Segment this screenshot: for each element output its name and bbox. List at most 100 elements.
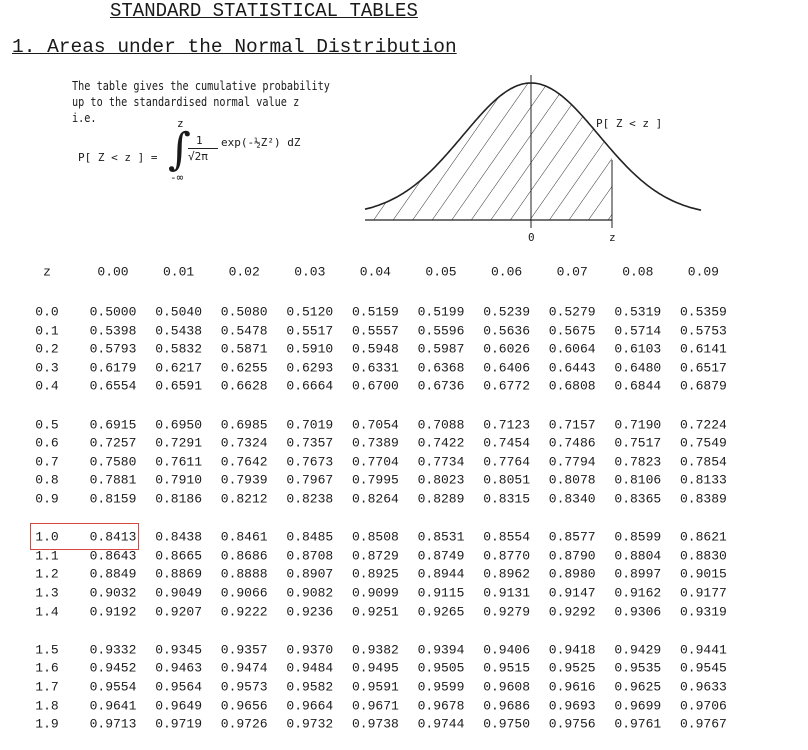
probability: 0.9177 <box>679 585 727 601</box>
probability: 0.8770 <box>483 548 530 564</box>
probability: 0.9394 <box>417 642 465 658</box>
probability: 0.5714 <box>614 323 662 339</box>
column-header: 0.06 <box>490 264 523 280</box>
probability: 0.7389 <box>351 435 399 451</box>
probability: 0.6517 <box>679 360 727 376</box>
probability: 0.9744 <box>417 716 465 732</box>
probability: 0.5636 <box>483 323 530 339</box>
probability: 0.5080 <box>220 304 268 320</box>
upper-limit: z <box>177 117 184 130</box>
probability: 0.8413 <box>89 529 137 545</box>
probability: 0.7854 <box>679 454 727 470</box>
probability: 0.9429 <box>614 642 662 658</box>
z-value: 0.6 <box>35 435 59 451</box>
z-value: 1.1 <box>35 548 59 564</box>
probability: 0.9306 <box>614 604 662 620</box>
probability: 0.7054 <box>351 417 399 433</box>
z-value: 1.4 <box>35 604 59 620</box>
probability: 0.8186 <box>155 491 202 507</box>
z-value: 1.3 <box>35 585 59 601</box>
description-line: The table gives the cumulative probabili… <box>72 79 330 93</box>
probability: 0.9032 <box>89 585 137 601</box>
probability: 0.9222 <box>220 604 268 620</box>
probability: 0.7324 <box>220 435 268 451</box>
probability: 0.8888 <box>220 566 268 582</box>
column-header: 0.01 <box>162 264 195 280</box>
probability: 0.9649 <box>155 698 202 714</box>
probability: 0.5199 <box>417 304 465 320</box>
probability: 0.9345 <box>155 642 202 658</box>
column-header: 0.09 <box>687 264 719 280</box>
probability: 0.9726 <box>220 716 268 732</box>
page-title: STANDARD STATISTICAL TABLES <box>110 0 418 22</box>
probability: 0.8106 <box>614 472 662 488</box>
z-value: 1.7 <box>35 679 59 695</box>
probability: 0.9332 <box>89 642 137 658</box>
probability: 0.8790 <box>548 548 596 564</box>
probability: 0.5948 <box>351 341 399 357</box>
probability: 0.7422 <box>417 435 465 451</box>
z-value: 0.1 <box>35 323 59 339</box>
column-header: 0.03 <box>294 264 326 280</box>
probability: 0.7881 <box>89 472 137 488</box>
probability: 0.9664 <box>286 698 334 714</box>
z-value: 0.0 <box>35 304 59 320</box>
probability: 0.8665 <box>155 548 202 564</box>
probability: 0.7224 <box>679 417 727 433</box>
lower-limit: -∞ <box>170 171 184 184</box>
probability: 0.9750 <box>483 716 530 732</box>
z-value: 1.9 <box>35 716 59 732</box>
probability: 0.5675 <box>548 323 596 339</box>
probability: 0.9495 <box>351 660 399 676</box>
probability: 0.9535 <box>614 660 662 676</box>
column-header: 0.08 <box>622 264 654 280</box>
probability: 0.6879 <box>679 378 727 394</box>
probability: 0.7823 <box>614 454 662 470</box>
probability: 0.9732 <box>286 716 334 732</box>
probability: 0.6985 <box>220 417 268 433</box>
probability: 0.8531 <box>417 529 465 545</box>
probability: 0.8365 <box>614 491 662 507</box>
probability: 0.8944 <box>417 566 465 582</box>
probability: 0.5910 <box>286 341 334 357</box>
section-title: 1. Areas under the Normal Distribution <box>12 36 457 58</box>
numerator: 1 <box>196 134 203 147</box>
z-value: 0.2 <box>35 341 59 357</box>
probability: 0.9484 <box>286 660 334 676</box>
probability: 0.8485 <box>286 529 334 545</box>
probability: 0.5398 <box>89 323 137 339</box>
probability: 0.8264 <box>351 491 399 507</box>
z-value: 1.6 <box>35 660 59 676</box>
probability: 0.9463 <box>155 660 202 676</box>
probability: 0.9573 <box>220 679 268 695</box>
probability: 0.6628 <box>220 378 268 394</box>
probability: 0.7291 <box>155 435 202 451</box>
probability: 0.6368 <box>417 360 465 376</box>
probability: 0.6331 <box>351 360 399 376</box>
probability: 0.8729 <box>351 548 399 564</box>
probability: 0.8907 <box>286 566 334 582</box>
probability: 0.7704 <box>351 454 399 470</box>
probability: 0.9082 <box>286 585 334 601</box>
probability: 0.9738 <box>351 716 399 732</box>
z-value: 0.3 <box>35 360 59 376</box>
probability: 0.8804 <box>614 548 662 564</box>
probability: 0.8708 <box>286 548 334 564</box>
probability: 0.9382 <box>351 642 399 658</box>
probability: 0.8749 <box>417 548 465 564</box>
probability: 0.7088 <box>417 417 465 433</box>
probability: 0.9616 <box>548 679 596 695</box>
integral-sign: ∫ <box>168 124 191 175</box>
probability: 0.9099 <box>351 585 399 601</box>
shaded-area <box>365 83 612 220</box>
probability: 0.7764 <box>483 454 530 470</box>
probability: 0.9599 <box>417 679 465 695</box>
z-value: 0.5 <box>35 417 59 433</box>
z-value: 0.9 <box>35 491 59 507</box>
probability: 0.9357 <box>220 642 268 658</box>
probability: 0.7157 <box>548 417 596 433</box>
probability: 0.5319 <box>614 304 662 320</box>
probability: 0.8133 <box>679 472 727 488</box>
probability: 0.9767 <box>679 716 727 732</box>
probability: 0.7486 <box>548 435 596 451</box>
